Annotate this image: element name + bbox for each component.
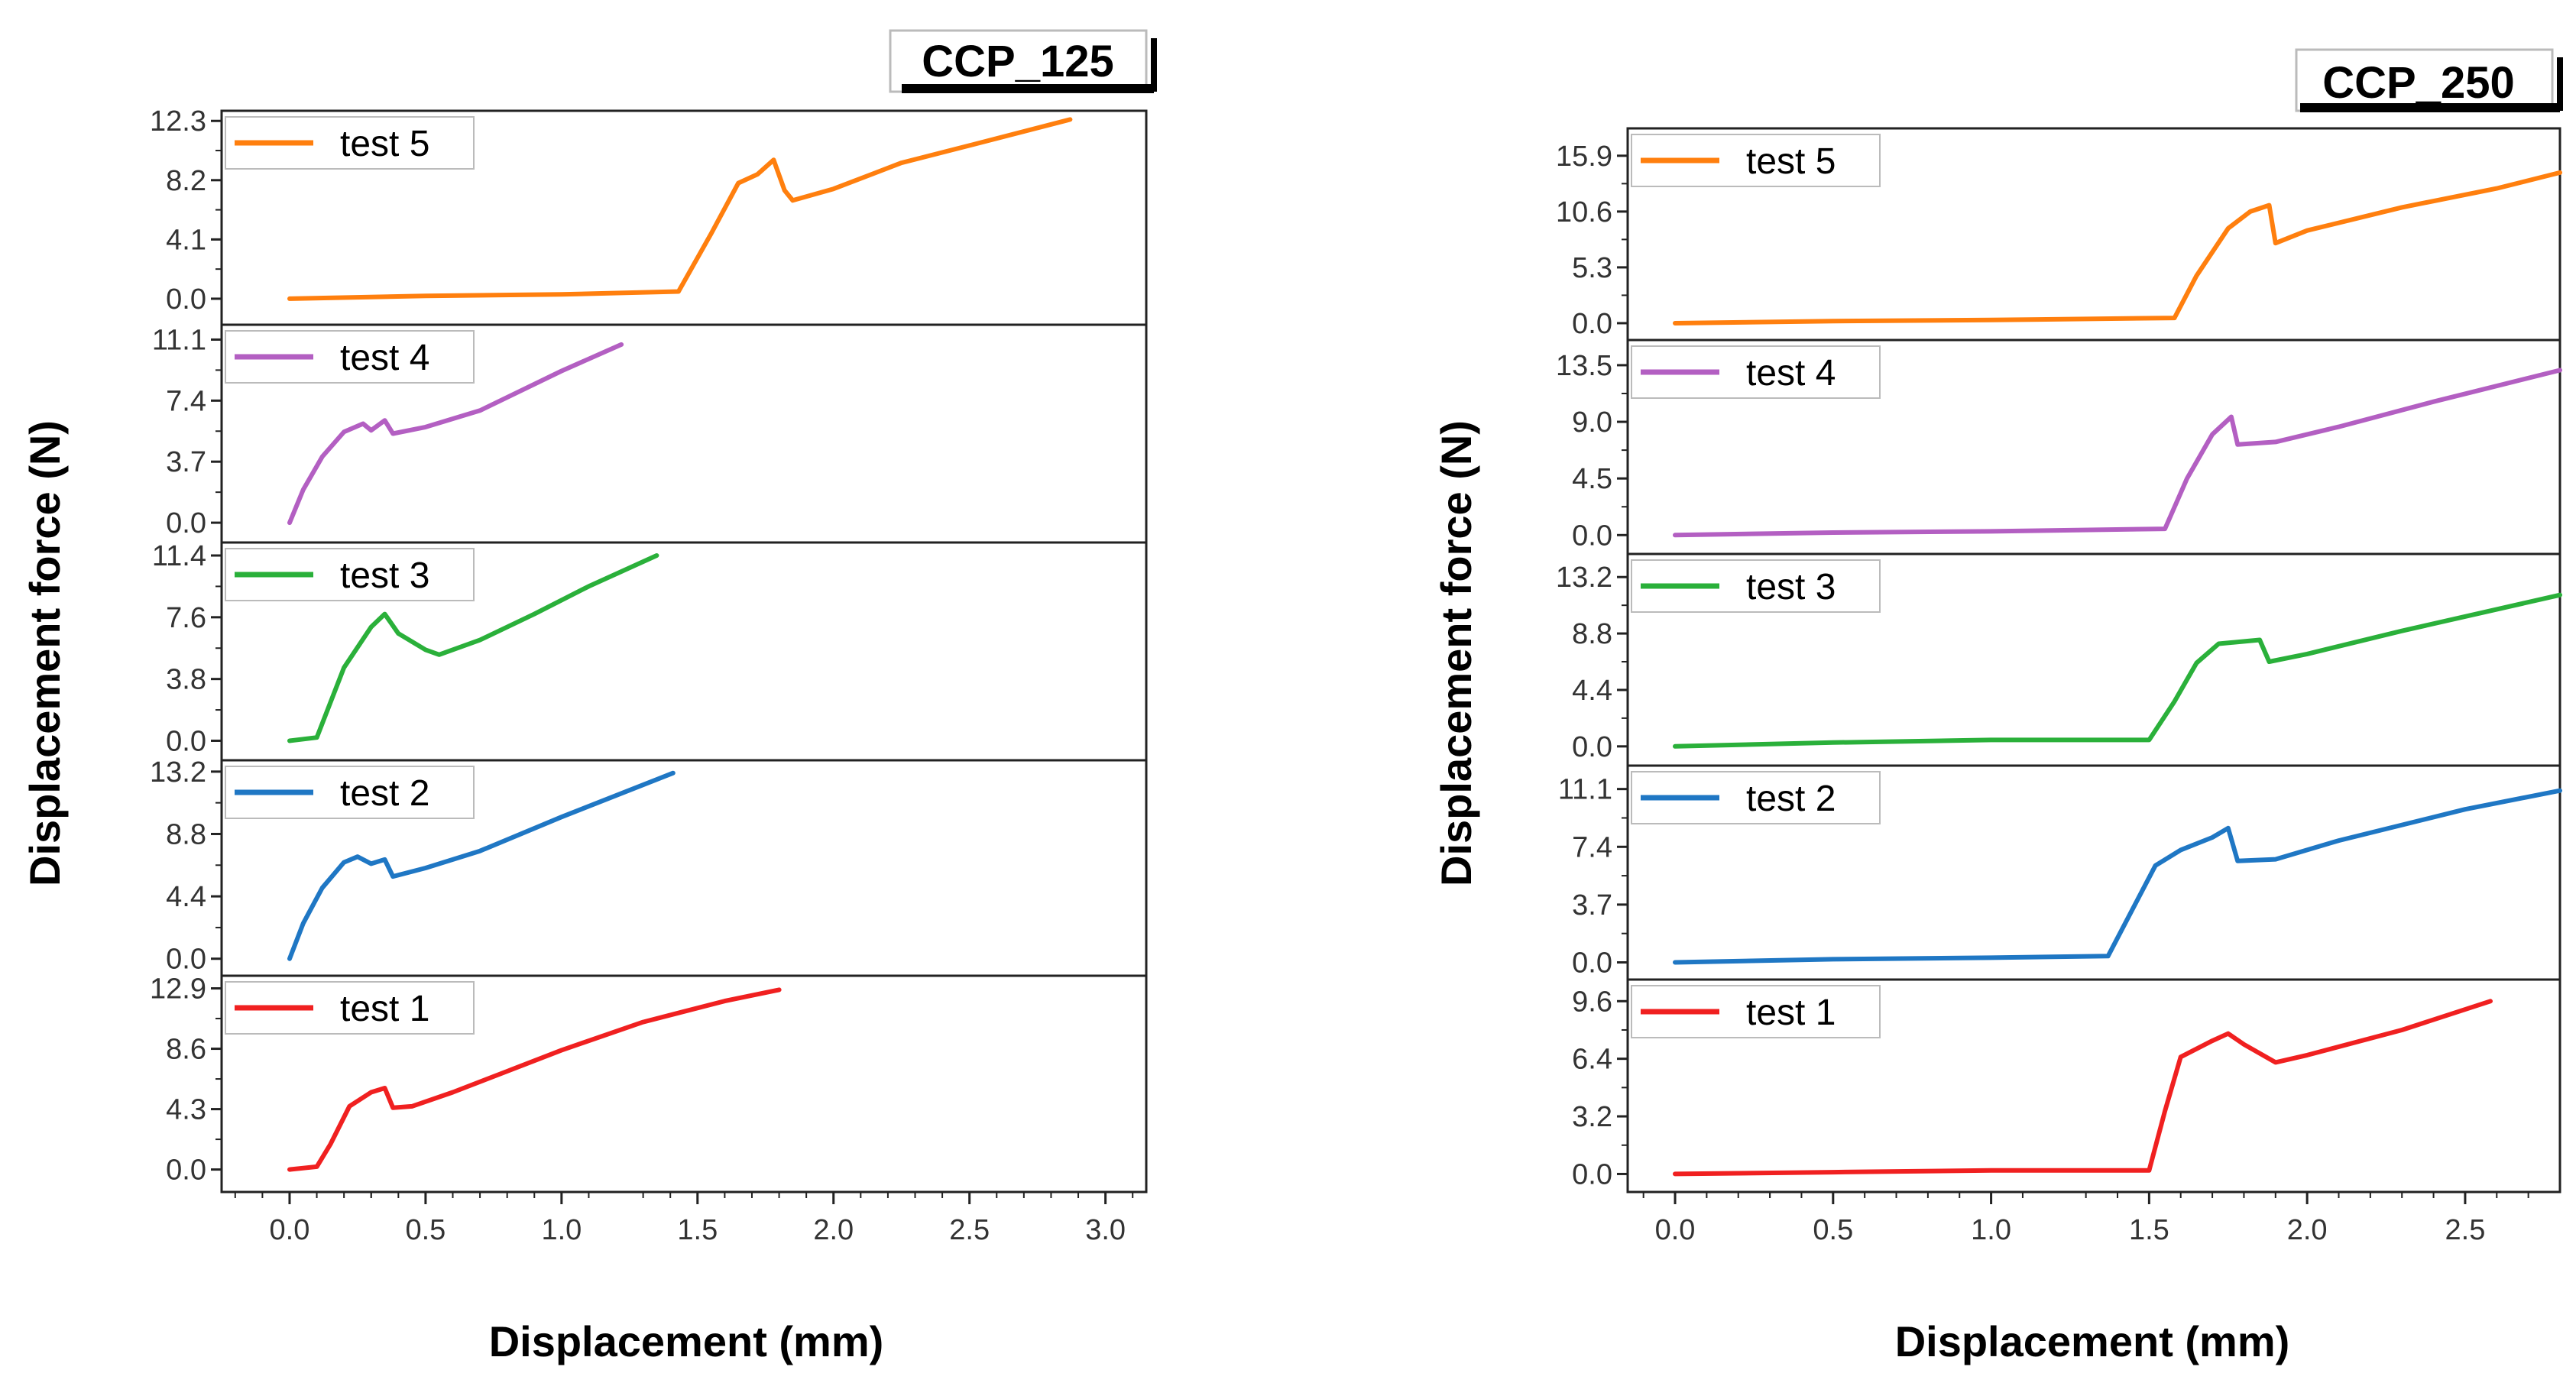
x-tick-label: 2.0: [813, 1214, 854, 1246]
y-tick-label: 0.0: [1572, 731, 1612, 763]
panel-test-2: 0.0 4.4 8.8 13.2 test 2: [150, 756, 1148, 977]
panel-test-4: 0.0 4.5 9.0 13.5 test 4: [1556, 338, 2562, 555]
series-line-test-1: [1673, 999, 2493, 1177]
series-line-test-2: [287, 770, 676, 961]
legend-label: test 5: [340, 124, 429, 164]
series-line-test-3: [287, 553, 659, 743]
panel-test-1: 0.0 3.2 6.4 9.6 test 1: [1572, 978, 2561, 1194]
y-axis-label: Displacement force (N): [21, 420, 69, 886]
y-tick-label: 8.8: [1572, 618, 1612, 650]
y-tick-label: 3.8: [166, 664, 206, 696]
y-tick-label: 13.5: [1556, 350, 1612, 382]
series-line-test-2: [1673, 788, 2562, 965]
y-tick-label: 8.2: [166, 165, 206, 197]
legend-label: test 4: [340, 338, 429, 378]
y-tick-label: 4.1: [166, 224, 206, 256]
legend-label: test 2: [1746, 779, 1836, 819]
legend-label: test 4: [1746, 353, 1836, 394]
y-tick-label: 4.5: [1572, 463, 1612, 495]
x-tick-label: 0.0: [1655, 1214, 1696, 1246]
x-tick-label: 1.5: [677, 1214, 718, 1246]
chart-ccp-125: CCP_125 Displacement force (N) Displacemen…: [21, 29, 1157, 1365]
y-tick-label: 9.6: [1572, 986, 1612, 1018]
panel-test-1: 0.0 4.3 8.6 12.9 test 1: [150, 973, 1148, 1194]
chart-ccp-250: CCP_250 Displacement force (N) Displacemen…: [1432, 48, 2563, 1365]
y-tick-label: 0.0: [166, 725, 206, 757]
y-tick-label: 9.0: [1572, 406, 1612, 439]
x-tick-label: 0.5: [1813, 1214, 1853, 1246]
title-box: [2295, 48, 2554, 112]
chart-title: CCP_250: [2322, 58, 2514, 108]
panel-frame: [220, 974, 1148, 1194]
y-tick-label: 11.4: [152, 540, 206, 572]
y-tick-label: 0.0: [1572, 1158, 1612, 1190]
y-tick-label: 6.4: [1572, 1044, 1612, 1076]
legend-label: test 1: [340, 989, 429, 1029]
y-tick-label: 8.8: [166, 818, 206, 850]
x-tick-label: 3.0: [1085, 1214, 1126, 1246]
y-tick-label: 10.6: [1556, 196, 1612, 228]
y-tick-label: 4.4: [1572, 675, 1612, 707]
panel-test-5: 0.0 4.1 8.2 12.3 test 5: [150, 105, 1148, 326]
panel-test-2: 0.0 3.7 7.4 11.1 test 2: [1558, 764, 2562, 981]
x-tick-label: 2.5: [2445, 1214, 2486, 1246]
panel-test-3: 0.0 3.8 7.6 11.4 test 3: [152, 540, 1148, 762]
y-tick-label: 12.9: [150, 973, 206, 1006]
y-tick-label: 3.2: [1572, 1101, 1612, 1133]
x-axis-label: Displacement (mm): [489, 1317, 884, 1365]
y-tick-label: 0.0: [166, 283, 206, 316]
x-tick-label: 1.0: [541, 1214, 582, 1246]
series-line-test-5: [287, 117, 1073, 301]
legend-label: test 3: [1746, 567, 1836, 607]
legend-box: [1631, 134, 1881, 187]
y-tick-label: 4.3: [166, 1094, 206, 1126]
y-tick-label: 15.9: [1556, 141, 1612, 173]
y-tick-label: 0.0: [166, 944, 206, 976]
series-line-test-3: [1673, 592, 2562, 749]
y-tick-label: 7.4: [166, 385, 206, 417]
legend-label: test 1: [1746, 993, 1836, 1033]
y-tick-label: 0.0: [166, 507, 206, 539]
x-tick-label: 1.5: [2129, 1214, 2169, 1246]
y-tick-label: 8.6: [166, 1034, 206, 1066]
y-tick-label: 0.0: [166, 1155, 206, 1187]
legend-label: test 2: [340, 773, 429, 814]
x-axis-label: Displacement (mm): [1895, 1317, 2290, 1365]
y-tick-label: 0.0: [1572, 947, 1612, 980]
panel-test-4: 0.0 3.7 7.4 11.1 test 4: [152, 323, 1148, 544]
y-tick-label: 0.0: [1572, 308, 1612, 340]
legend-label: test 5: [1746, 141, 1836, 182]
panel-frame: [1626, 978, 2561, 1194]
x-tick-label: 2.5: [949, 1214, 990, 1246]
y-tick-label: 3.7: [166, 446, 206, 478]
y-tick-label: 13.2: [1556, 562, 1612, 594]
y-tick-label: 5.3: [1572, 252, 1612, 284]
series-line-test-5: [1673, 170, 2562, 326]
y-tick-label: 12.3: [150, 105, 206, 138]
series-line-test-1: [287, 987, 782, 1172]
panel-test-3: 0.0 4.4 8.8 13.2 test 3: [1556, 552, 2562, 767]
y-tick-label: 7.4: [1572, 831, 1612, 863]
y-tick-label: 0.0: [1572, 520, 1612, 552]
y-tick-label: 11.1: [152, 324, 206, 356]
series-line-test-4: [287, 342, 624, 526]
title-box: [889, 29, 1148, 93]
legend-label: test 3: [340, 555, 429, 596]
y-tick-label: 4.4: [166, 881, 206, 913]
y-tick-label: 7.6: [166, 602, 206, 634]
x-tick-label: 2.0: [2287, 1214, 2328, 1246]
panel-test-5: 0.0 5.3 10.6 15.9 test 5: [1556, 127, 2562, 342]
y-tick-label: 11.1: [1558, 774, 1612, 806]
y-tick-label: 3.7: [1572, 889, 1612, 921]
x-tick-label: 0.0: [270, 1214, 310, 1246]
y-axis-label: Displacement force (N): [1432, 420, 1480, 886]
x-tick-label: 0.5: [405, 1214, 446, 1246]
chart-title: CCP_125: [922, 37, 1113, 86]
series-line-test-4: [1673, 368, 2562, 538]
x-tick-label: 1.0: [1971, 1214, 2011, 1246]
y-tick-label: 13.2: [150, 756, 206, 789]
